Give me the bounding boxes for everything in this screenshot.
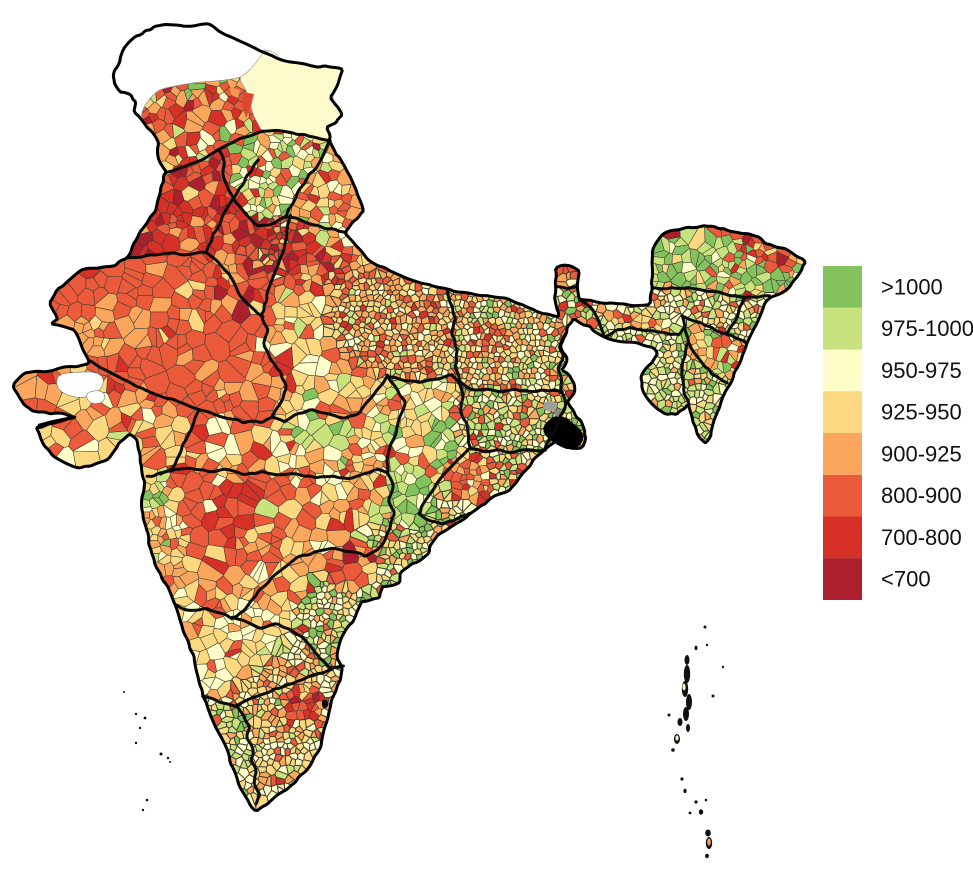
svg-text:800-900: 800-900 (881, 483, 962, 508)
svg-text:700-800: 700-800 (881, 525, 962, 550)
svg-text:900-925: 900-925 (881, 441, 962, 466)
svg-text:925-950: 925-950 (881, 400, 962, 425)
svg-text:>1000: >1000 (881, 274, 943, 299)
svg-text:950-975: 950-975 (881, 358, 962, 383)
svg-text:975-1000: 975-1000 (881, 316, 973, 341)
svg-text:<700: <700 (881, 567, 931, 592)
